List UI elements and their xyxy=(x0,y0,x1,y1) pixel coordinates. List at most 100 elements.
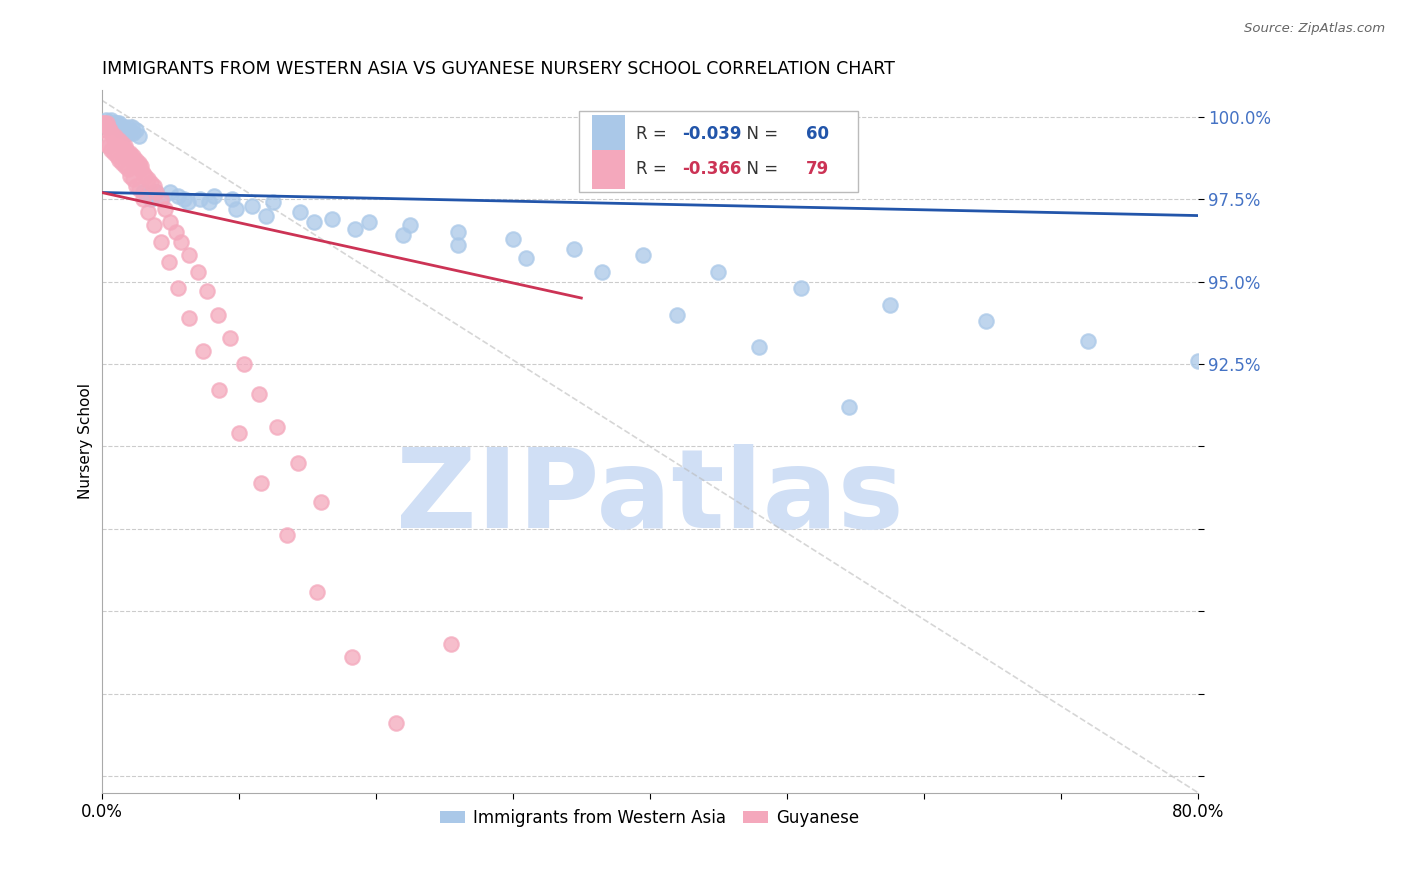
Point xyxy=(114,139,136,153)
Point xyxy=(124,156,146,170)
Point xyxy=(177,195,200,210)
Point xyxy=(187,265,209,279)
Point xyxy=(447,238,470,252)
Point xyxy=(115,123,138,137)
Point xyxy=(127,159,149,173)
Point xyxy=(105,133,128,147)
Point xyxy=(115,143,138,157)
Point xyxy=(221,192,243,206)
Point xyxy=(128,129,150,144)
Point xyxy=(1187,353,1209,368)
Point xyxy=(121,120,143,134)
Point xyxy=(135,188,157,202)
Point xyxy=(100,143,122,157)
Point xyxy=(157,254,180,268)
Point xyxy=(100,126,122,140)
Point xyxy=(118,126,141,140)
Point xyxy=(240,199,263,213)
Text: R =: R = xyxy=(636,161,672,178)
Point xyxy=(111,156,134,170)
Bar xyxy=(592,150,624,189)
Point xyxy=(631,248,654,262)
Point xyxy=(132,186,155,200)
Point xyxy=(101,116,124,130)
Point xyxy=(142,219,165,233)
Point xyxy=(165,225,187,239)
Point xyxy=(145,186,167,200)
Point xyxy=(132,192,155,206)
Point xyxy=(1077,334,1099,348)
Point xyxy=(108,116,131,130)
Point xyxy=(195,285,218,299)
Point xyxy=(139,176,162,190)
Point xyxy=(219,330,242,344)
Point xyxy=(111,136,134,150)
Point xyxy=(309,495,332,509)
Point xyxy=(139,192,162,206)
Text: R =: R = xyxy=(636,125,672,143)
Point xyxy=(96,116,118,130)
Point xyxy=(254,209,277,223)
Point xyxy=(97,120,120,134)
Point xyxy=(302,215,325,229)
Point xyxy=(117,120,139,134)
Point xyxy=(564,242,586,256)
Point xyxy=(105,149,128,163)
Point xyxy=(344,221,367,235)
Point xyxy=(879,297,901,311)
Point xyxy=(247,386,270,401)
Point xyxy=(114,123,136,137)
Legend: Immigrants from Western Asia, Guyanese: Immigrants from Western Asia, Guyanese xyxy=(433,802,866,833)
Point xyxy=(110,123,132,137)
Point xyxy=(167,188,190,202)
Point xyxy=(128,156,150,170)
Point xyxy=(93,116,115,130)
Point xyxy=(104,116,127,130)
Text: IMMIGRANTS FROM WESTERN ASIA VS GUYANESE NURSERY SCHOOL CORRELATION CHART: IMMIGRANTS FROM WESTERN ASIA VS GUYANESE… xyxy=(101,60,894,78)
Point xyxy=(100,112,122,127)
Point xyxy=(167,281,190,295)
Point xyxy=(266,419,288,434)
Point xyxy=(342,650,364,665)
Point xyxy=(748,341,770,355)
Point xyxy=(117,145,139,160)
Point xyxy=(179,310,201,325)
Point xyxy=(170,235,193,249)
Text: 60: 60 xyxy=(806,125,828,143)
Point xyxy=(122,172,145,186)
Point xyxy=(134,169,156,183)
Point xyxy=(122,149,145,163)
Point xyxy=(112,120,135,134)
Point xyxy=(120,169,142,183)
Point xyxy=(357,215,380,229)
Point xyxy=(94,123,117,137)
Point xyxy=(120,123,142,137)
Point xyxy=(173,192,195,206)
Point xyxy=(789,281,811,295)
Point xyxy=(125,123,148,137)
Point xyxy=(225,202,247,216)
Point xyxy=(132,166,155,180)
Text: Source: ZipAtlas.com: Source: ZipAtlas.com xyxy=(1244,22,1385,36)
Point xyxy=(502,232,524,246)
Point xyxy=(145,186,167,200)
Point xyxy=(305,584,328,599)
Point xyxy=(233,357,256,371)
Bar xyxy=(578,112,858,192)
Point xyxy=(129,162,152,177)
Point xyxy=(202,188,225,202)
Point xyxy=(838,400,860,414)
Point xyxy=(392,228,415,243)
Point xyxy=(104,129,127,144)
Point xyxy=(112,143,135,157)
Point xyxy=(149,235,172,249)
Point xyxy=(136,172,159,186)
Point xyxy=(191,343,214,358)
Point xyxy=(110,139,132,153)
Point xyxy=(107,136,129,150)
Point xyxy=(188,192,211,206)
Point xyxy=(136,205,159,219)
Point xyxy=(179,248,201,262)
Text: N =: N = xyxy=(737,125,783,143)
Bar xyxy=(592,115,624,153)
